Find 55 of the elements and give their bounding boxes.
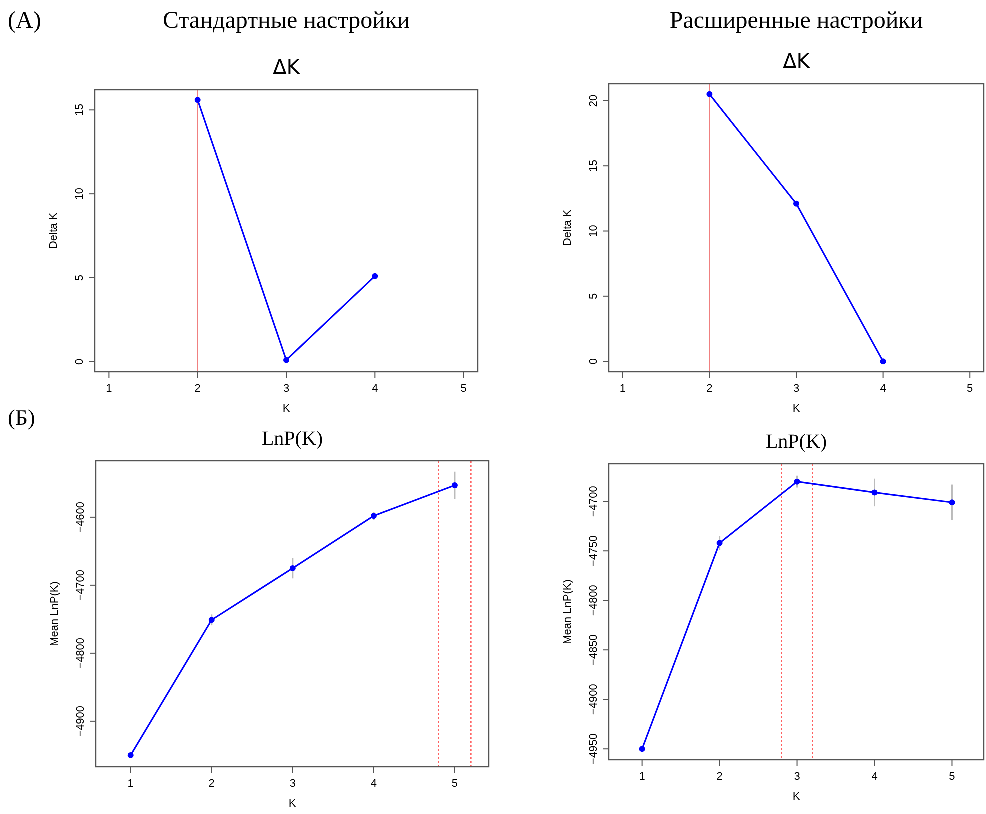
y-tick-label: 0 <box>74 358 86 365</box>
x-tick-label: 3 <box>283 383 290 395</box>
x-tick-label: 5 <box>460 383 467 395</box>
y-tick-label: −4800 <box>588 585 600 616</box>
y-axis-title: Delta K <box>562 209 574 246</box>
x-tick-label: 4 <box>880 383 886 395</box>
x-tick-label: 4 <box>872 771 878 783</box>
y-tick-label: 20 <box>588 94 600 108</box>
x-tick-label: 5 <box>949 771 956 783</box>
x-tick-label: 3 <box>793 383 800 395</box>
y-tick-label: 0 <box>588 358 600 365</box>
text: Стандартные настройки <box>163 8 410 34</box>
x-tick-label: 1 <box>106 383 112 395</box>
x-axis-title: K <box>288 798 297 810</box>
x-tick-label: 3 <box>794 771 800 783</box>
x-tick-label: 1 <box>128 778 134 790</box>
x-axis-title: K <box>282 403 291 415</box>
x-tick-label: 4 <box>370 778 377 790</box>
x-tick-label: 1 <box>639 771 646 783</box>
x-tick-label: 2 <box>716 771 723 783</box>
y-tick-label: 15 <box>588 160 600 172</box>
y-tick-label: −4950 <box>588 734 600 765</box>
y-tick-label: 5 <box>588 293 600 300</box>
chart-title: ΔK <box>783 49 811 73</box>
y-tick-label: −4700 <box>588 486 600 518</box>
x-axis-title: K <box>792 791 801 803</box>
y-tick-label: −4750 <box>588 536 600 567</box>
text: (А) <box>8 8 42 34</box>
y-tick-label: 10 <box>74 188 86 200</box>
x-axis-title: K <box>792 403 801 415</box>
y-axis-title: Delta K <box>48 212 60 250</box>
chart-title: LnP(K) <box>262 428 324 450</box>
y-axis-title: Mean LnP(K) <box>562 580 574 644</box>
chart-title: ΔK <box>273 55 301 79</box>
x-tick-label: 2 <box>194 383 201 395</box>
y-tick-label: −4900 <box>588 684 600 716</box>
y-tick-label: 10 <box>588 225 600 238</box>
y-tick-label: −4700 <box>75 570 87 601</box>
x-tick-label: 4 <box>372 383 378 395</box>
y-axis-title: Mean LnP(K) <box>49 582 61 646</box>
x-tick-label: 5 <box>967 383 974 395</box>
y-tick-label: −4600 <box>75 502 87 533</box>
y-tick-label: −4800 <box>75 638 87 669</box>
x-tick-label: 2 <box>706 383 713 395</box>
x-tick-label: 5 <box>452 778 458 790</box>
x-tick-label: 2 <box>208 778 215 790</box>
text: (Б) <box>8 405 36 430</box>
x-tick-label: 1 <box>620 383 626 395</box>
y-tick-label: −4850 <box>588 634 600 666</box>
chart-title: LnP(K) <box>766 431 828 453</box>
x-tick-label: 3 <box>290 778 296 790</box>
y-tick-label: −4900 <box>75 706 87 737</box>
y-tick-label: 15 <box>74 104 86 116</box>
text: Расширенные настройки <box>670 8 924 34</box>
y-tick-label: 5 <box>74 274 86 282</box>
